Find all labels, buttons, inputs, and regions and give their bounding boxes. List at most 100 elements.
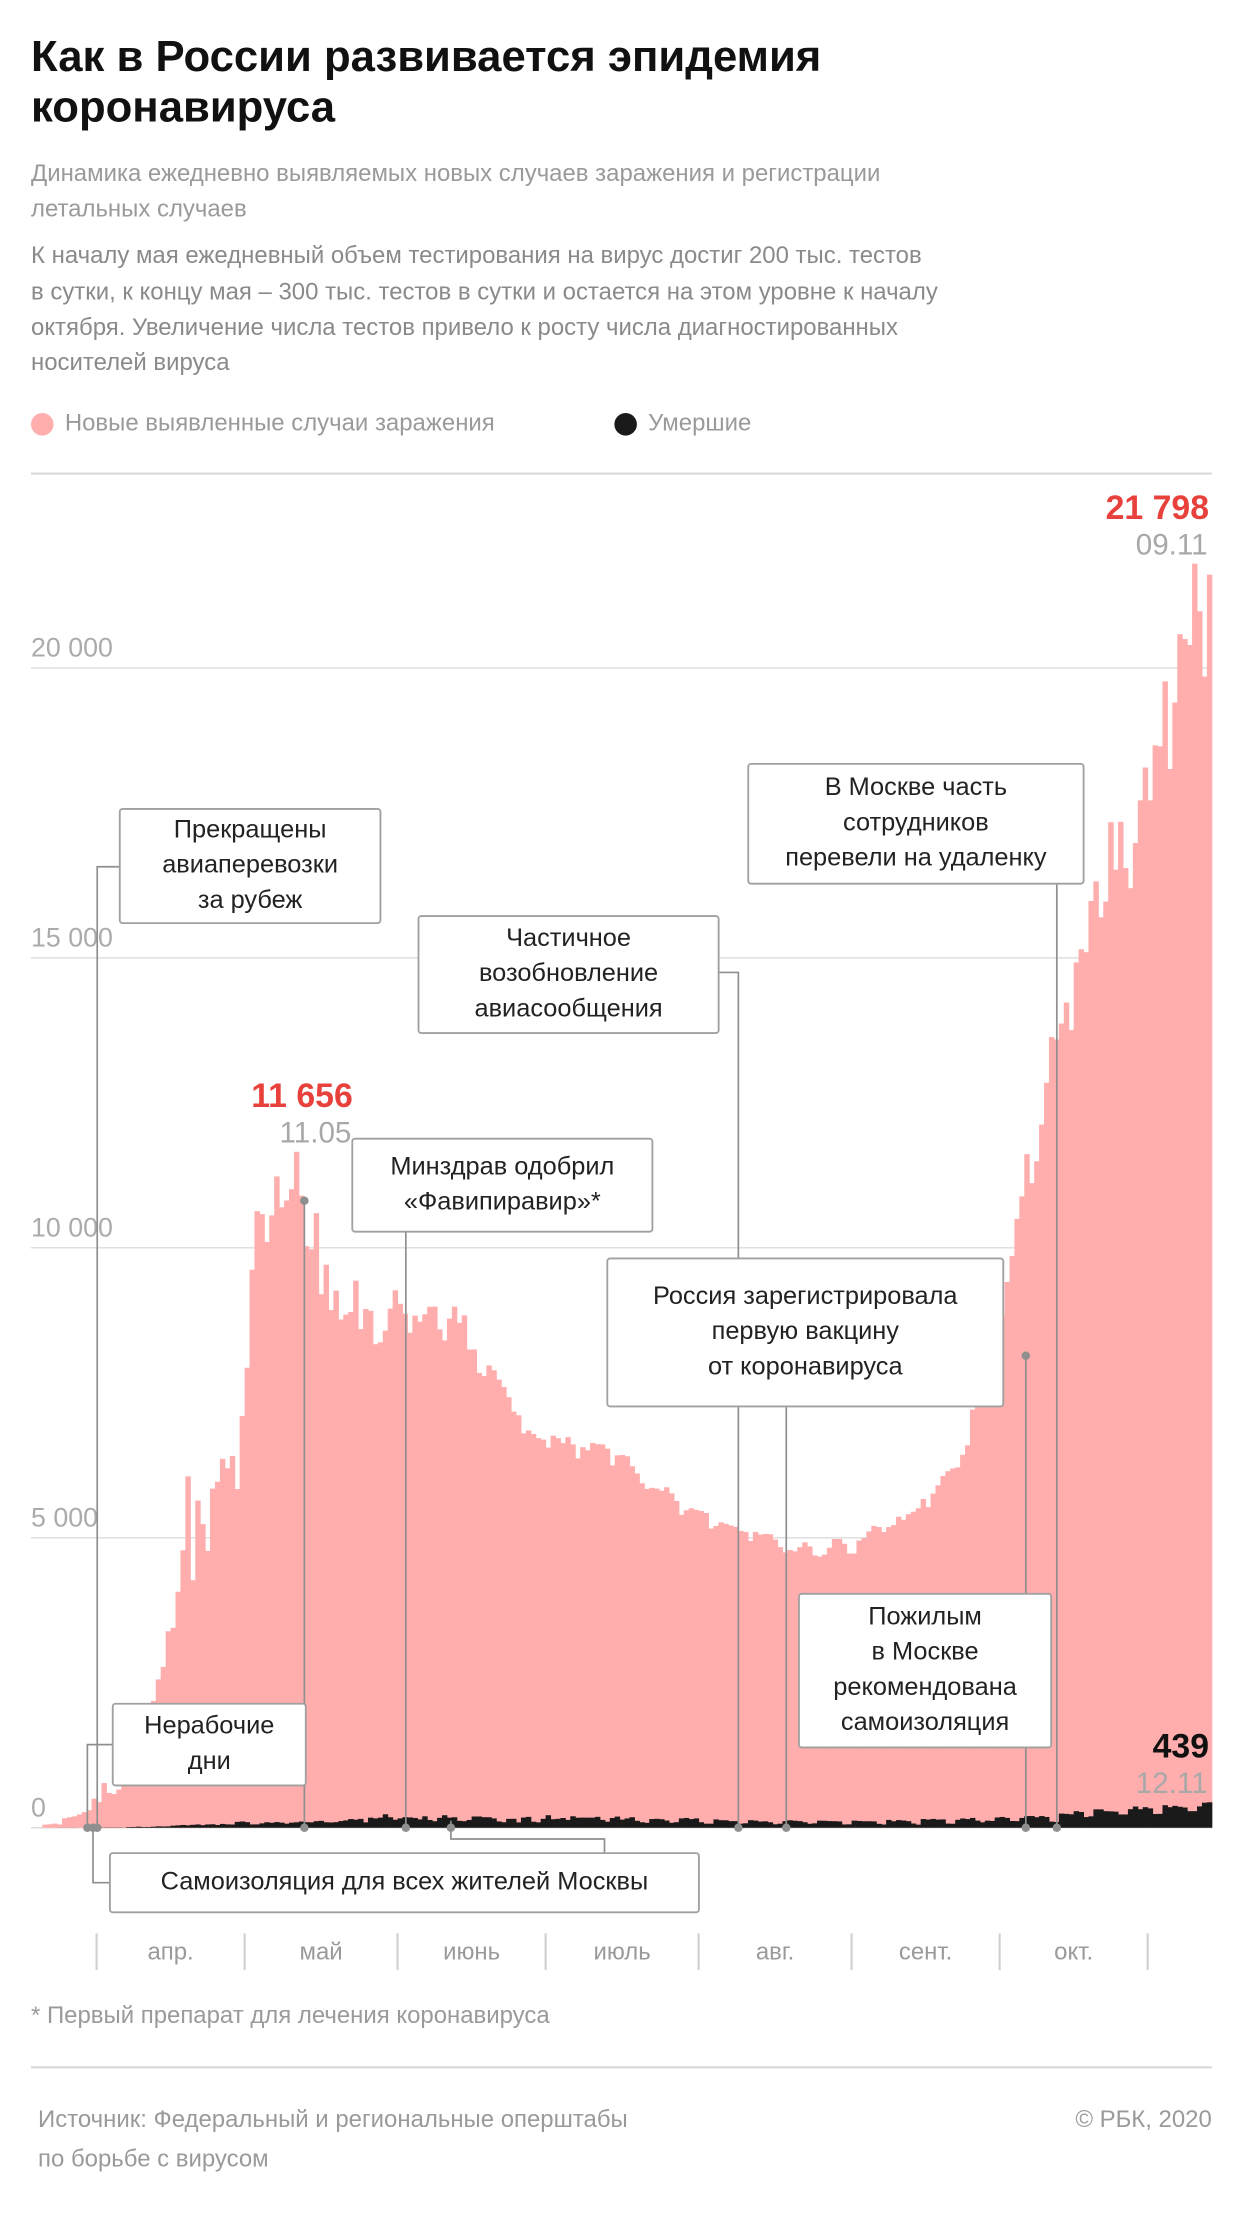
case-bar — [417, 1321, 423, 1828]
death-bar — [876, 1823, 882, 1828]
case-bar — [664, 1487, 670, 1828]
case-bar — [713, 1525, 719, 1828]
event-box — [747, 762, 1085, 885]
case-bar — [1068, 1030, 1075, 1828]
death-bar — [155, 1826, 162, 1828]
death-bar — [1157, 1813, 1163, 1828]
event-label: за рубеж — [198, 886, 303, 914]
death-bar — [594, 1816, 601, 1828]
death-bar — [491, 1818, 497, 1828]
case-bar — [1073, 962, 1080, 1828]
death-bar — [654, 1818, 660, 1828]
death-bar — [1172, 1805, 1178, 1828]
y-tick-label: 0 — [31, 1793, 46, 1823]
case-bar — [594, 1444, 601, 1828]
case-bar — [293, 1151, 300, 1828]
death-bar — [407, 1817, 413, 1828]
case-bar — [180, 1550, 186, 1828]
event-label: дни — [188, 1747, 231, 1775]
peak-date: 11.05 — [280, 1117, 352, 1150]
death-bar — [713, 1819, 719, 1828]
footnote: * Первый препарат для лечения коронавиру… — [31, 2002, 550, 2029]
case-bar — [52, 1823, 58, 1828]
case-bar — [451, 1306, 458, 1828]
death-bar — [856, 1820, 862, 1828]
subtitle-line: летальных случаев — [31, 195, 247, 222]
case-bar — [535, 1438, 542, 1828]
death-bar — [274, 1822, 280, 1828]
case-bar — [1113, 869, 1119, 1828]
death-bar — [1127, 1809, 1134, 1828]
death-bar — [244, 1822, 251, 1828]
case-bar — [205, 1550, 211, 1828]
case-bar — [683, 1510, 690, 1828]
case-bar — [575, 1458, 581, 1828]
event-label: Частичное — [506, 924, 631, 952]
case-bar — [62, 1818, 68, 1828]
source-line: Источник: Федеральный и региональные опе… — [38, 2106, 628, 2133]
death-bar — [318, 1820, 325, 1828]
death-bar — [1162, 1805, 1168, 1828]
death-bar — [1068, 1814, 1075, 1828]
case-bar — [1142, 767, 1149, 1828]
case-bar — [1044, 1082, 1050, 1828]
legend-marker — [31, 413, 54, 436]
death-bar — [708, 1823, 714, 1828]
death-bar — [777, 1823, 783, 1828]
case-bar — [1014, 1218, 1020, 1828]
case-bar — [580, 1447, 586, 1828]
case-bar — [471, 1349, 478, 1828]
peak-value: 11 656 — [251, 1077, 353, 1115]
case-bar — [619, 1454, 626, 1828]
death-bar — [836, 1821, 843, 1828]
case-bar — [461, 1315, 468, 1828]
death-bar — [851, 1820, 858, 1828]
death-bar — [432, 1821, 438, 1828]
case-bar — [1162, 681, 1168, 1828]
death-bar — [372, 1818, 379, 1828]
leader-dot — [734, 1823, 743, 1832]
death-bar — [1132, 1806, 1139, 1828]
event-label: сотрудников — [843, 808, 989, 836]
death-bar — [308, 1822, 315, 1828]
case-bar — [738, 1530, 744, 1828]
case-bar — [66, 1817, 73, 1828]
case-bar — [353, 1280, 359, 1828]
copyright: © РБК, 2020 — [1075, 2106, 1211, 2133]
case-bar — [264, 1241, 270, 1828]
death-bar — [195, 1824, 201, 1828]
death-bar — [886, 1819, 892, 1828]
case-bar — [47, 1824, 53, 1828]
death-bar — [743, 1823, 749, 1828]
case-bar — [318, 1294, 325, 1828]
case-bar — [397, 1303, 404, 1828]
death-bar — [550, 1819, 556, 1828]
death-bar — [925, 1819, 932, 1828]
case-bar — [1063, 1002, 1070, 1828]
case-bar — [1147, 800, 1154, 1828]
death-bar — [1009, 1820, 1015, 1828]
death-bar — [165, 1826, 172, 1828]
death-bar — [358, 1818, 364, 1828]
case-bar — [200, 1524, 206, 1828]
death-bar — [1093, 1809, 1099, 1828]
event-label: Самоизоляция для всех жителей Москвы — [161, 1867, 649, 1895]
case-bar — [520, 1433, 527, 1828]
event-box — [417, 915, 720, 1034]
death-bar — [180, 1824, 186, 1828]
death-bar — [1142, 1807, 1149, 1828]
leader-dot — [300, 1196, 309, 1205]
case-bar — [491, 1370, 497, 1828]
x-tick-label: июнь — [443, 1938, 500, 1965]
case-bar — [1127, 888, 1134, 1828]
death-bar — [333, 1822, 339, 1828]
death-bar — [895, 1820, 902, 1828]
death-bar — [363, 1822, 369, 1828]
case-bar — [609, 1465, 616, 1828]
case-bar — [614, 1455, 621, 1828]
leader-dot — [1021, 1351, 1031, 1360]
leader-dot — [446, 1823, 456, 1832]
death-bar — [797, 1821, 803, 1828]
case-bar — [1009, 1256, 1015, 1828]
death-bar — [422, 1816, 428, 1828]
